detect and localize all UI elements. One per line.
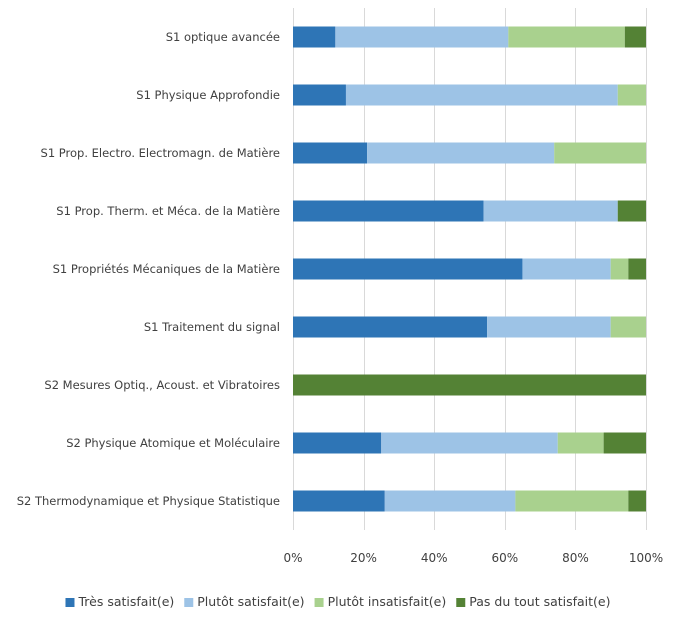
x-axis-tick-labels: 0% 20% 40% 60% 80% 100% bbox=[283, 551, 663, 565]
legend-swatch bbox=[184, 598, 194, 607]
legend-label: Très satisfait(e) bbox=[77, 594, 174, 609]
bar-segment bbox=[293, 432, 382, 454]
category-label: S1 optique avancée bbox=[166, 30, 280, 44]
bar-segment bbox=[610, 258, 629, 280]
category-label: S1 Traitement du signal bbox=[144, 320, 280, 334]
x-tick-label: 20% bbox=[350, 551, 377, 565]
legend: Très satisfait(e) Plutôt satisfait(e) Plut… bbox=[65, 594, 611, 609]
category-label: S1 Prop. Therm. et Méca. de la Matière bbox=[56, 204, 280, 218]
bar-segment bbox=[293, 316, 488, 338]
bar-segment bbox=[293, 142, 368, 164]
category-label: S1 Physique Approfondie bbox=[136, 88, 280, 102]
bar-segment bbox=[487, 316, 611, 338]
x-tick-label: 100% bbox=[629, 551, 663, 565]
x-tick-label: 40% bbox=[421, 551, 448, 565]
legend-item: Plutôt insatisfait(e) bbox=[314, 594, 447, 609]
bar-segment bbox=[508, 26, 625, 48]
legend-swatch bbox=[456, 598, 466, 607]
bar-segment bbox=[483, 200, 618, 222]
legend-swatch bbox=[314, 598, 324, 607]
bar-segment bbox=[617, 84, 646, 106]
bar-segment bbox=[293, 26, 336, 48]
bar-segment bbox=[617, 200, 646, 222]
legend-label: Pas du tout satisfait(e) bbox=[469, 594, 610, 609]
category-label: S2 Thermodynamique et Physique Statistiq… bbox=[17, 494, 280, 508]
bar-segment bbox=[515, 490, 629, 512]
category-label: S2 Mesures Optiq., Acoust. et Vibratoire… bbox=[44, 378, 280, 392]
x-tick-label: 0% bbox=[283, 551, 302, 565]
bar-segment bbox=[293, 374, 646, 396]
bar-segment bbox=[628, 258, 646, 280]
x-tick-label: 80% bbox=[562, 551, 589, 565]
bar-segment bbox=[293, 84, 346, 106]
category-label: S1 Propriétés Mécaniques de la Matière bbox=[53, 262, 280, 276]
legend-item: Très satisfait(e) bbox=[65, 594, 174, 609]
legend-item: Plutôt satisfait(e) bbox=[184, 594, 305, 609]
bar-segment bbox=[557, 432, 604, 454]
bar-segment bbox=[367, 142, 555, 164]
bar-segment bbox=[522, 258, 611, 280]
bar-segment bbox=[335, 26, 509, 48]
bar-segment bbox=[381, 432, 558, 454]
bar-segment bbox=[624, 26, 646, 48]
bar-segment bbox=[293, 258, 523, 280]
bar-segment bbox=[610, 316, 646, 338]
bar-segment bbox=[345, 84, 618, 106]
bar-segment bbox=[384, 490, 516, 512]
legend-label: Plutôt insatisfait(e) bbox=[328, 594, 447, 609]
bars bbox=[293, 26, 646, 512]
bar-segment bbox=[293, 200, 484, 222]
x-tick-label: 60% bbox=[491, 551, 518, 565]
category-labels: S1 optique avancée S1 Physique Approfondi… bbox=[17, 30, 280, 508]
bar-segment bbox=[603, 432, 646, 454]
category-label: S2 Physique Atomique et Moléculaire bbox=[66, 436, 280, 450]
bar-segment bbox=[628, 490, 646, 512]
legend-item: Pas du tout satisfait(e) bbox=[456, 594, 611, 609]
legend-label: Plutôt satisfait(e) bbox=[197, 594, 304, 609]
bar-segment bbox=[293, 490, 385, 512]
category-label: S1 Prop. Electro. Electromagn. de Matièr… bbox=[41, 146, 280, 160]
legend-swatch bbox=[65, 598, 75, 607]
bar-segment bbox=[554, 142, 646, 164]
